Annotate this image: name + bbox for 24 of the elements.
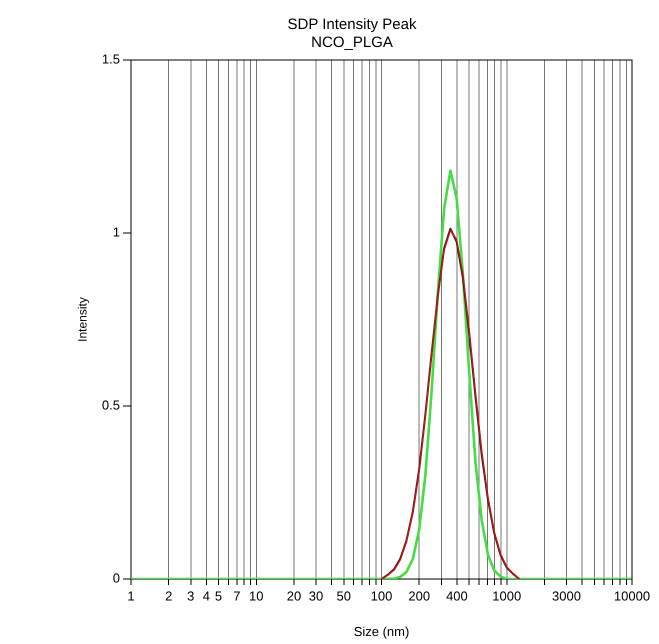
x-tick-label: 3000 <box>552 588 581 604</box>
chart-subtitle: NCO_PLGA <box>311 34 393 52</box>
x-tick-label: 4 <box>202 588 210 604</box>
x-tick-label: 200 <box>408 588 430 604</box>
x-tick-label: 10000 <box>614 588 650 604</box>
x-tick-label: 5 <box>214 588 222 604</box>
x-axis-title: Size (nm) <box>354 624 410 639</box>
y-tick-label: 0.5 <box>102 398 120 413</box>
y-axis-title: Intensity <box>76 297 90 342</box>
x-tick-label: 7 <box>233 588 240 604</box>
x-tick-label: 50 <box>336 588 352 604</box>
x-tick-label: 100 <box>370 588 392 604</box>
x-tick-label: 20 <box>286 588 302 604</box>
x-tick-label: 3 <box>187 588 194 604</box>
x-tick-label: 400 <box>446 588 468 604</box>
y-tick-label: 1 <box>112 224 120 240</box>
x-tick-label: 1000 <box>492 588 522 604</box>
x-tick-label: 2 <box>165 588 172 604</box>
x-tick-label: 30 <box>308 588 324 604</box>
x-tick-label: 10 <box>249 588 264 604</box>
y-tick-label: 0 <box>112 570 120 586</box>
y-tick-label: 1.5 <box>102 52 120 67</box>
x-tick-label: 1 <box>127 588 135 604</box>
chart-title: SDP Intensity Peak <box>288 16 417 34</box>
